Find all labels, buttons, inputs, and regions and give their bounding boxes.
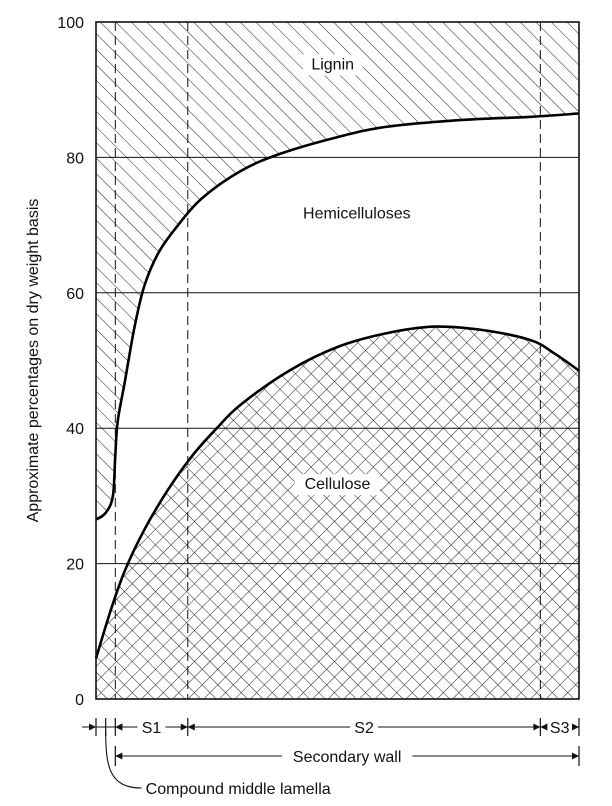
- boundary-curves: [94, 112, 580, 659]
- arrow-head: [180, 723, 188, 731]
- y-tick-label: 100: [57, 15, 84, 32]
- region-label: Hemicelluloses: [303, 205, 411, 222]
- arrow-head: [540, 723, 548, 731]
- arrow-head: [89, 723, 96, 731]
- cellulose-boundary-line: [94, 325, 580, 659]
- secondary-wall-label: Secondary wall: [293, 749, 402, 766]
- chart-areas: [96, 22, 579, 699]
- arrow-head: [115, 752, 123, 760]
- region-label: Cellulose: [305, 476, 371, 493]
- region-label-bg: [294, 474, 381, 496]
- region-labels: Lignin Hemicelluloses Cellulose: [292, 54, 422, 496]
- gridlines: [96, 156, 579, 565]
- middle-lamella-leader: [105, 730, 142, 789]
- y-tick-label: 80: [66, 150, 84, 167]
- layer-label: S1: [142, 720, 162, 737]
- arrow-head: [533, 723, 541, 731]
- arrow-head: [572, 752, 579, 760]
- y-tick-label: 20: [66, 557, 84, 574]
- y-tick-label: 40: [66, 421, 84, 438]
- layer-label: S2: [354, 720, 374, 737]
- y-axis-label: Approximate percentages on dry weight ba…: [25, 199, 42, 523]
- arrow-head: [187, 723, 195, 731]
- y-tick-label: 0: [75, 692, 84, 709]
- arrow-head: [572, 723, 579, 731]
- layer-annotations: S1 S2 S3 Secondary wall Compound middle lame…: [82, 718, 580, 798]
- middle-lamella-label: Compound middle lamella: [146, 781, 331, 798]
- layer-label: S3: [550, 720, 570, 737]
- arrow-head: [115, 723, 123, 731]
- region-label: Lignin: [311, 56, 354, 73]
- region-label-bg: [302, 54, 363, 76]
- hemicellulose-boundary-line: [95, 112, 580, 521]
- y-tick-label: 60: [66, 286, 84, 303]
- plot-frame: [95, 21, 580, 700]
- y-tick-labels: 0 20 40 60 80 100: [57, 15, 84, 709]
- region-label-bg: [292, 203, 422, 225]
- layer-dividers: [114, 22, 541, 699]
- cellulose-area: [96, 326, 579, 699]
